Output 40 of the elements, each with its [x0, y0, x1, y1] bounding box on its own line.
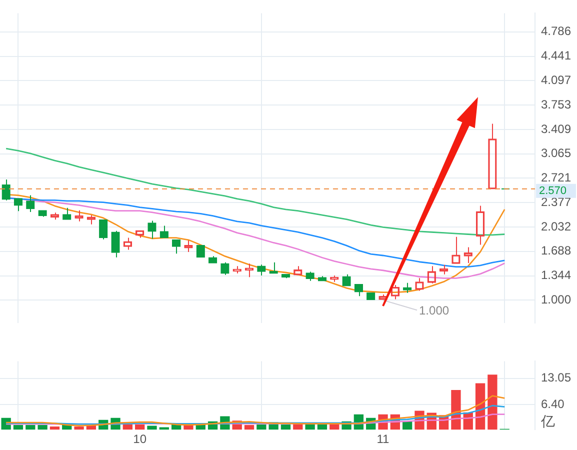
bar	[184, 425, 194, 430]
y-tick-label: 2.377	[541, 194, 572, 209]
y-tick-label: 4.097	[541, 73, 572, 88]
y-tick-label: 1.000	[541, 292, 572, 306]
y-tick-label: 1.688	[541, 244, 572, 258]
y-tick-label: 4.786	[541, 24, 572, 38]
y-tick-label: 4.441	[541, 48, 572, 63]
y-tick-label: 3.409	[541, 122, 572, 136]
ref-line-label: 2.570	[539, 184, 567, 197]
bar	[147, 426, 157, 430]
bar	[74, 426, 84, 430]
y-axis-title: 亿	[540, 414, 555, 430]
candlestick	[439, 264, 448, 275]
x-tick-label: 10	[133, 432, 147, 446]
candlestick	[403, 282, 412, 294]
y-tick-label: 2.032	[541, 219, 572, 234]
bar	[244, 424, 254, 430]
y-tick-label: 2.721	[541, 170, 572, 185]
x-tick-label: 11	[376, 432, 390, 446]
candlestick	[2, 179, 10, 201]
candlestick	[62, 207, 72, 220]
y-tick-label: 13.05	[541, 370, 572, 385]
bar	[135, 424, 145, 430]
bar	[488, 374, 498, 430]
candlestick	[281, 274, 290, 279]
bar	[38, 424, 48, 430]
candlestick	[111, 230, 120, 258]
y-tick-label: 3.753	[541, 97, 572, 112]
bar	[280, 424, 291, 430]
y-tick-label: 6.40	[541, 396, 565, 411]
bar	[50, 426, 60, 430]
bar	[13, 424, 24, 430]
candlestick	[257, 264, 266, 276]
candlestick	[318, 276, 327, 282]
bar	[26, 424, 36, 430]
y-tick-label: 1.344	[541, 268, 572, 282]
bar	[256, 424, 266, 430]
y-tick-label: 3.065	[541, 146, 572, 160]
candlestick	[269, 262, 278, 274]
annotation: 1.000	[419, 303, 450, 318]
